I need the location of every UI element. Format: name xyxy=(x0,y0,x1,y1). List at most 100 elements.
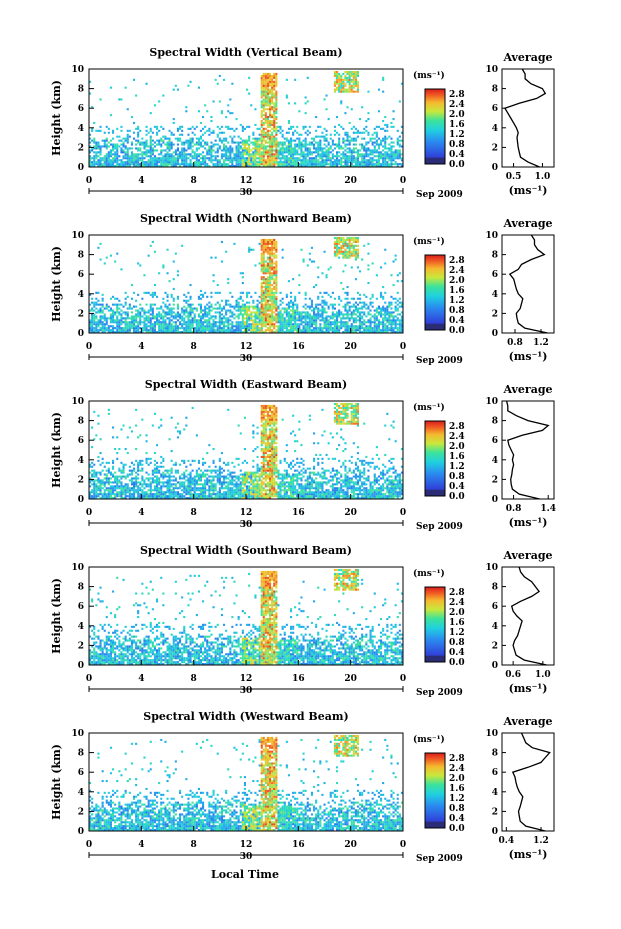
heatmap-cell xyxy=(118,319,121,322)
heatmap-cell xyxy=(260,131,263,134)
heatmap-cell xyxy=(329,165,332,168)
heatmap-cell xyxy=(101,329,104,332)
heatmap-cell xyxy=(91,426,94,429)
heatmap-cell xyxy=(371,293,374,296)
heatmap-cell xyxy=(256,309,259,312)
heatmap-cell xyxy=(356,307,359,310)
heatmap-cell xyxy=(269,319,272,322)
heatmap-cell xyxy=(99,149,102,152)
heatmap-cell xyxy=(166,151,169,154)
heatmap-cell xyxy=(185,331,188,334)
heatmap-cell xyxy=(141,315,144,318)
heatmap-cell xyxy=(271,254,274,257)
heatmap-cell xyxy=(256,151,259,154)
heatmap-cell xyxy=(252,327,255,330)
heatmap-cell xyxy=(373,323,376,326)
heatmap-cell xyxy=(350,331,353,334)
heatmap-cell xyxy=(223,325,226,328)
heatmap-cell xyxy=(97,141,100,144)
heatmap-cell xyxy=(361,147,364,150)
heatmap-cell xyxy=(373,313,376,316)
heatmap-cell xyxy=(122,487,125,490)
heatmap-cell xyxy=(176,313,179,316)
heatmap-cell xyxy=(317,307,320,310)
heatmap-cell xyxy=(246,161,249,164)
heatmap-cell xyxy=(382,90,385,93)
heatmap-cell xyxy=(329,323,332,326)
heatmap-cell xyxy=(187,157,190,160)
heatmap-cell xyxy=(160,157,163,160)
heatmap-cell xyxy=(390,325,393,328)
heatmap-cell xyxy=(296,303,299,306)
heatmap-cell xyxy=(287,139,290,142)
heatmap-cell xyxy=(237,303,240,306)
heatmap-cell xyxy=(325,329,328,332)
heatmap-cell xyxy=(354,72,357,75)
heatmap-cell xyxy=(243,325,246,328)
heatmap-cell xyxy=(298,143,301,146)
heatmap-cell xyxy=(256,163,259,166)
heatmap-cell xyxy=(400,139,403,142)
heatmap-cell xyxy=(174,252,177,255)
heatmap-cell xyxy=(101,305,104,308)
heatmap-cell xyxy=(273,238,276,241)
heatmap-cell xyxy=(336,254,339,257)
heatmap-cell xyxy=(162,321,165,324)
heatmap-cell xyxy=(365,129,368,132)
heatmap-cell xyxy=(241,319,244,322)
heatmap-cell xyxy=(202,151,205,154)
heatmap-cell xyxy=(300,147,303,150)
heatmap-cell xyxy=(141,151,144,154)
heatmap-cell xyxy=(147,311,150,314)
heatmap-cell xyxy=(227,110,230,113)
heatmap-cell xyxy=(384,141,387,144)
heatmap-cell xyxy=(354,325,357,328)
heatmap-cell xyxy=(283,159,286,162)
heatmap-cell xyxy=(214,78,217,81)
heatmap-cell xyxy=(212,280,215,283)
heatmap-cell xyxy=(384,311,387,314)
heatmap-cell xyxy=(189,315,192,318)
heatmap-cell xyxy=(380,127,383,130)
heatmap-cell xyxy=(166,305,169,308)
heatmap-cell xyxy=(116,315,119,318)
heatmap-cell xyxy=(386,153,389,156)
heatmap-cell xyxy=(367,313,370,316)
heatmap-cell xyxy=(260,155,263,158)
heatmap-cell xyxy=(258,321,261,324)
heatmap-cell xyxy=(296,131,299,134)
heatmap-cell xyxy=(248,153,251,156)
heatmap-cell xyxy=(130,141,133,144)
heatmap-cell xyxy=(327,268,330,271)
heatmap-cell xyxy=(262,331,265,334)
heatmap-cell xyxy=(181,155,184,158)
heatmap-cell xyxy=(273,305,276,308)
heatmap-cell xyxy=(271,135,274,138)
heatmap-cell xyxy=(128,465,131,468)
heatmap-cell xyxy=(170,163,173,166)
heatmap-cell xyxy=(135,309,138,312)
heatmap-cell xyxy=(223,139,226,142)
heatmap-cell xyxy=(258,127,261,130)
heatmap-cell xyxy=(141,141,144,144)
heatmap-cell xyxy=(158,323,161,326)
heatmap-cell xyxy=(118,485,121,488)
heatmap-cell xyxy=(109,485,112,488)
heatmap-cell xyxy=(93,161,96,164)
heatmap-cell xyxy=(168,143,171,146)
heatmap-cell xyxy=(181,331,184,334)
heatmap-cell xyxy=(292,311,295,314)
heatmap-cell xyxy=(323,139,326,142)
heatmap-cell xyxy=(112,461,115,464)
heatmap-cell xyxy=(375,143,378,146)
heatmap-cell xyxy=(290,143,293,146)
heatmap-cell xyxy=(302,125,305,128)
heatmap-cell xyxy=(151,151,154,154)
heatmap-cell xyxy=(89,495,92,498)
heatmap-cell xyxy=(139,459,142,462)
heatmap-cell xyxy=(377,165,380,168)
heatmap-cell xyxy=(135,317,138,320)
heatmap-cell xyxy=(118,475,121,478)
heatmap-cell xyxy=(214,323,217,326)
heatmap-cell xyxy=(241,125,244,128)
